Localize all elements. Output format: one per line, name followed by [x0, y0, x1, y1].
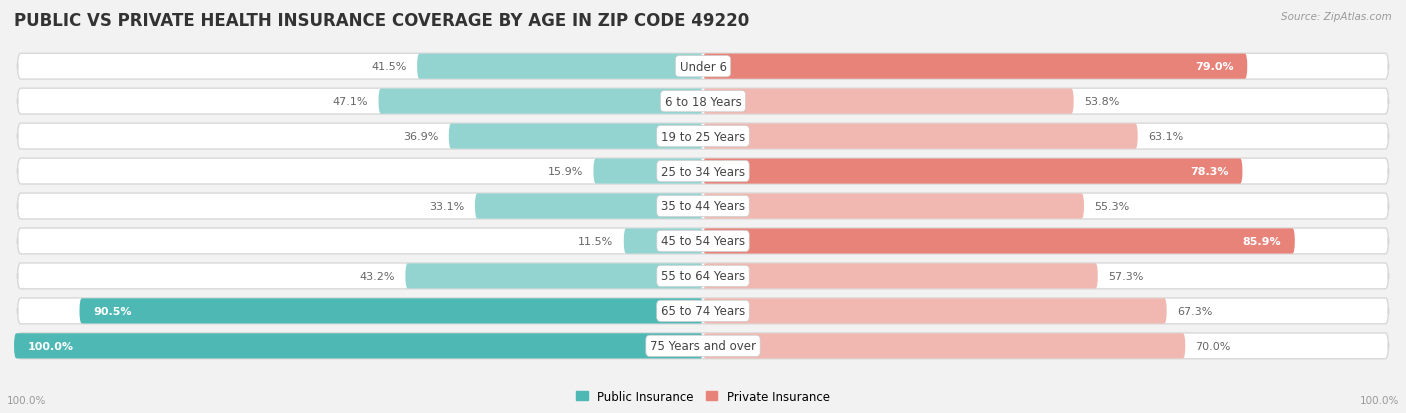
Text: 100.0%: 100.0% — [1360, 395, 1399, 405]
Text: 15.9%: 15.9% — [548, 166, 583, 177]
Text: 35 to 44 Years: 35 to 44 Years — [661, 200, 745, 213]
FancyBboxPatch shape — [624, 229, 703, 254]
Text: 100.0%: 100.0% — [7, 395, 46, 405]
Text: 78.3%: 78.3% — [1189, 166, 1229, 177]
FancyBboxPatch shape — [703, 229, 1295, 254]
FancyBboxPatch shape — [17, 333, 1389, 359]
FancyBboxPatch shape — [17, 159, 1389, 185]
Text: 45 to 54 Years: 45 to 54 Years — [661, 235, 745, 248]
Text: 85.9%: 85.9% — [1243, 236, 1281, 247]
Text: 19 to 25 Years: 19 to 25 Years — [661, 130, 745, 143]
FancyBboxPatch shape — [449, 124, 703, 150]
Text: 11.5%: 11.5% — [578, 236, 613, 247]
Text: 90.5%: 90.5% — [93, 306, 132, 316]
FancyBboxPatch shape — [703, 194, 1084, 219]
Text: PUBLIC VS PRIVATE HEALTH INSURANCE COVERAGE BY AGE IN ZIP CODE 49220: PUBLIC VS PRIVATE HEALTH INSURANCE COVER… — [14, 12, 749, 30]
Text: 57.3%: 57.3% — [1108, 271, 1143, 281]
FancyBboxPatch shape — [475, 194, 703, 219]
FancyBboxPatch shape — [703, 89, 1074, 114]
FancyBboxPatch shape — [14, 333, 703, 358]
FancyBboxPatch shape — [17, 194, 1389, 219]
Text: 55 to 64 Years: 55 to 64 Years — [661, 270, 745, 283]
Text: 100.0%: 100.0% — [28, 341, 75, 351]
Text: 67.3%: 67.3% — [1177, 306, 1212, 316]
FancyBboxPatch shape — [703, 159, 1243, 184]
FancyBboxPatch shape — [17, 228, 1389, 254]
Text: Under 6: Under 6 — [679, 61, 727, 74]
Legend: Public Insurance, Private Insurance: Public Insurance, Private Insurance — [571, 385, 835, 408]
FancyBboxPatch shape — [17, 298, 1389, 324]
FancyBboxPatch shape — [703, 124, 1137, 150]
Text: 79.0%: 79.0% — [1195, 62, 1233, 72]
Text: 47.1%: 47.1% — [333, 97, 368, 107]
Text: 75 Years and over: 75 Years and over — [650, 339, 756, 352]
Text: 41.5%: 41.5% — [371, 62, 406, 72]
Text: 70.0%: 70.0% — [1195, 341, 1232, 351]
FancyBboxPatch shape — [593, 159, 703, 184]
FancyBboxPatch shape — [17, 124, 1389, 150]
Text: 25 to 34 Years: 25 to 34 Years — [661, 165, 745, 178]
Text: 6 to 18 Years: 6 to 18 Years — [665, 95, 741, 108]
Text: Source: ZipAtlas.com: Source: ZipAtlas.com — [1281, 12, 1392, 22]
Text: 53.8%: 53.8% — [1084, 97, 1119, 107]
FancyBboxPatch shape — [17, 263, 1389, 289]
FancyBboxPatch shape — [703, 299, 1167, 324]
FancyBboxPatch shape — [703, 55, 1247, 80]
Text: 33.1%: 33.1% — [429, 202, 464, 211]
Text: 63.1%: 63.1% — [1149, 132, 1184, 142]
FancyBboxPatch shape — [17, 89, 1389, 115]
FancyBboxPatch shape — [17, 54, 1389, 80]
Text: 43.2%: 43.2% — [360, 271, 395, 281]
FancyBboxPatch shape — [80, 299, 703, 324]
FancyBboxPatch shape — [418, 55, 703, 80]
Text: 55.3%: 55.3% — [1094, 202, 1129, 211]
Text: 65 to 74 Years: 65 to 74 Years — [661, 305, 745, 318]
FancyBboxPatch shape — [703, 263, 1098, 289]
FancyBboxPatch shape — [703, 333, 1185, 358]
FancyBboxPatch shape — [405, 263, 703, 289]
FancyBboxPatch shape — [378, 89, 703, 114]
Text: 36.9%: 36.9% — [404, 132, 439, 142]
